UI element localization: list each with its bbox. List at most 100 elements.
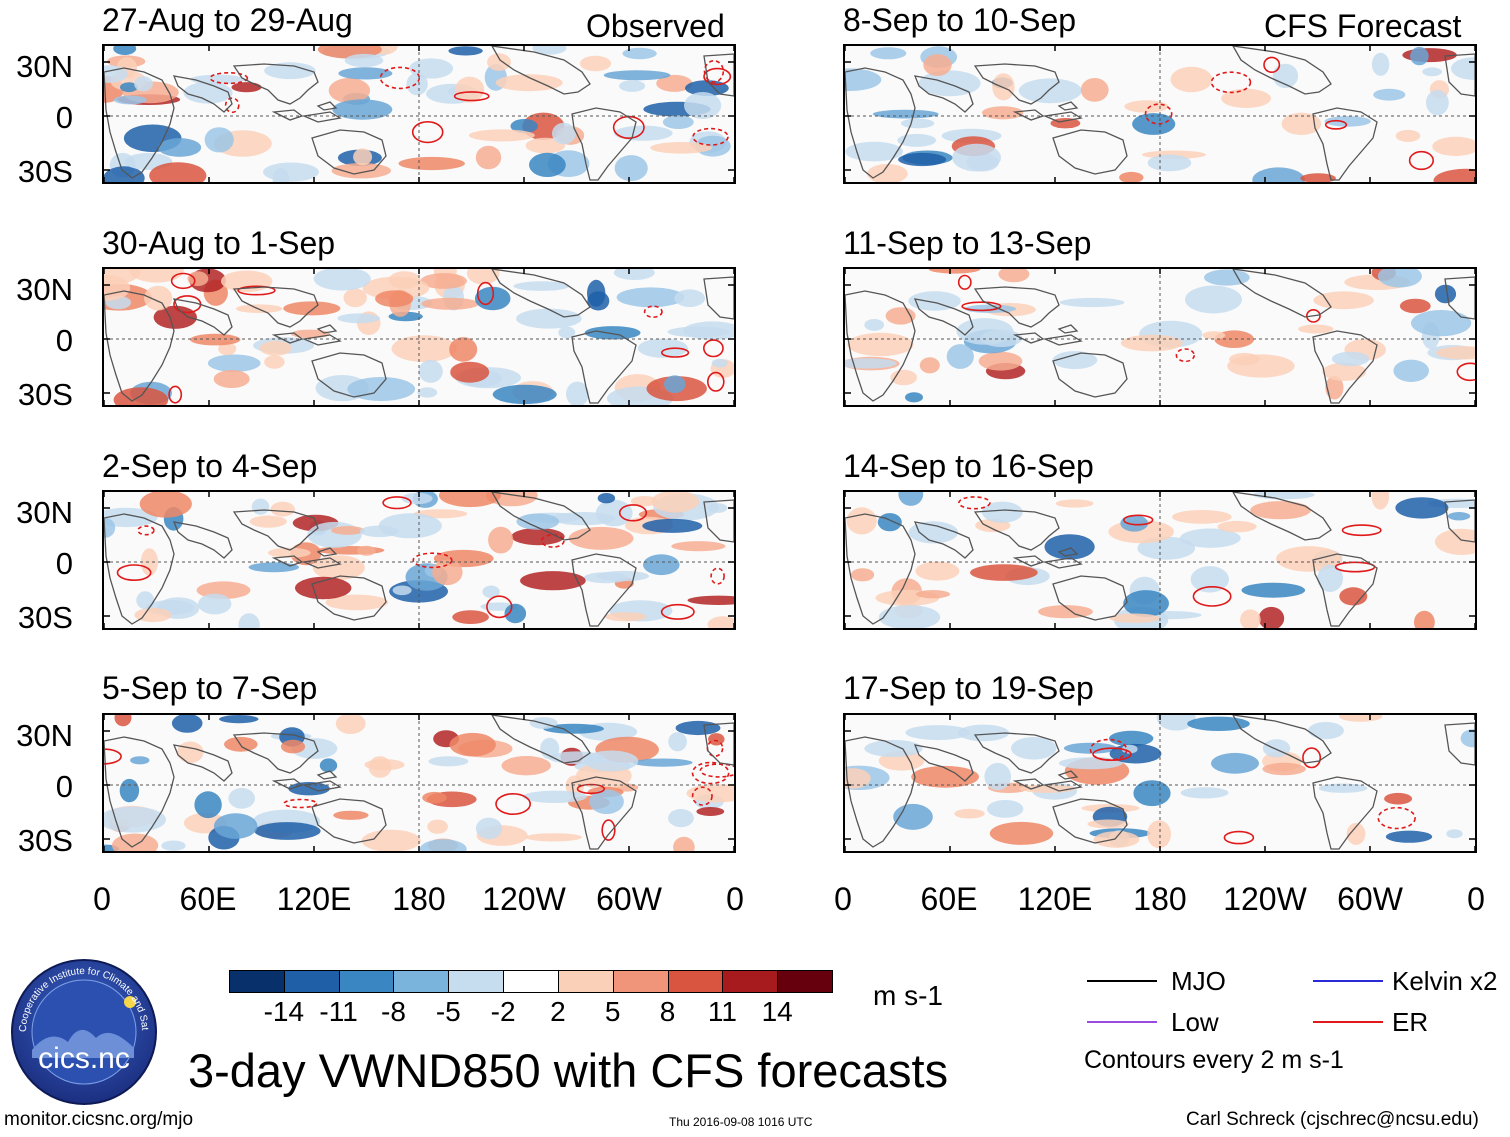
er-contour (703, 59, 725, 83)
anomaly-blob (1050, 118, 1081, 129)
website-link[interactable]: monitor.cicsnc.org/mjo (4, 1109, 194, 1130)
anomaly-blob (686, 784, 734, 803)
anomaly-blob (325, 594, 389, 611)
er-contour (1175, 348, 1195, 363)
coastline (1232, 492, 1332, 541)
observed-label: Observed (586, 8, 725, 44)
er-contour (116, 564, 152, 581)
anomaly-blob (867, 164, 908, 182)
anomaly-blob (1414, 610, 1435, 628)
anomaly-blob (1371, 52, 1390, 76)
anomaly-blob (613, 269, 655, 280)
coastline (1052, 129, 1128, 175)
lon-label-180: 180 (1133, 881, 1187, 917)
anomaly-blob (616, 287, 685, 308)
anomaly-blob (1120, 334, 1183, 352)
anomaly-blob (1124, 100, 1169, 113)
anomaly-blob (1395, 129, 1421, 142)
anomaly-blob (259, 340, 292, 356)
anomaly-blob (928, 269, 981, 274)
anomaly-blob (845, 358, 897, 369)
colorbar-swatch (667, 970, 724, 993)
lon-label-120e: 120E (276, 881, 352, 917)
coastline (1444, 276, 1475, 320)
colorbar-swatch (722, 970, 779, 993)
lon-label-60e: 60E (179, 881, 237, 917)
anomaly-blob (978, 351, 1023, 371)
lon-label-120w: 120W (1223, 881, 1307, 917)
anomaly-blob (650, 142, 712, 154)
coastline (491, 46, 591, 95)
anomaly-blob (687, 595, 734, 605)
lon-label-60e: 60E (920, 881, 978, 917)
anomaly-blob (851, 568, 875, 582)
anomaly-blob (406, 72, 428, 96)
panel-title-observed-1: 27-Aug to 29-Aug (102, 2, 353, 38)
anomaly-blob (254, 822, 321, 840)
anomaly-blob (1093, 831, 1140, 848)
anomaly-blob (1011, 737, 1057, 760)
lat-label-30s: 30S (17, 377, 73, 412)
anomaly-blob (957, 724, 1010, 742)
anomaly-blob (1339, 715, 1383, 722)
anomaly-blob (1132, 113, 1176, 135)
anomaly-blob (1044, 534, 1095, 560)
coastline (973, 509, 1060, 551)
anomaly-blob (667, 326, 730, 338)
anomaly-blob (1120, 515, 1149, 532)
anomaly-blob (136, 591, 155, 610)
anomaly-blob (1325, 375, 1344, 400)
lat-label-eq: 0 (55, 546, 73, 581)
anomaly-blob (671, 541, 726, 552)
anomaly-blob (707, 616, 734, 628)
contour-note: Contours every 2 m s-1 (1084, 1046, 1344, 1074)
anomaly-blob (391, 335, 457, 362)
anomaly-blob (264, 62, 316, 80)
lat-label-30n: 30N (16, 49, 73, 84)
er-contour (453, 91, 490, 102)
anomaly-blob (525, 833, 582, 842)
coastline (913, 298, 974, 336)
er-contour (1334, 561, 1376, 573)
coastline (703, 276, 734, 320)
colorbar-units: m s-1 (873, 980, 943, 1011)
coastline (1232, 269, 1332, 318)
anomaly-blob (566, 381, 589, 405)
anomaly-blob (1422, 67, 1442, 77)
colorbar-swatch (283, 970, 340, 993)
map-field (104, 492, 734, 628)
anomaly-blob (946, 344, 974, 369)
anomaly-blob (708, 733, 725, 746)
anomaly-blob (1202, 331, 1226, 340)
er-contour (691, 786, 713, 806)
anomaly-blob (998, 269, 1030, 283)
anomaly-blob (900, 118, 935, 129)
anomaly-blob (1227, 354, 1295, 378)
map-panel-observed-2 (102, 267, 736, 407)
anomaly-blob (501, 756, 551, 776)
anomaly-blob (419, 839, 467, 851)
anomaly-blob (642, 518, 703, 533)
anomaly-blob (656, 74, 693, 92)
anomaly-blob (1384, 792, 1413, 805)
anomaly-blob (270, 501, 295, 517)
lat-label-30n: 30N (16, 495, 73, 530)
er-contour (237, 285, 276, 296)
coastline (1444, 722, 1475, 766)
anomaly-blob (1447, 512, 1471, 521)
coastline (1052, 352, 1128, 398)
anomaly-blob (144, 285, 173, 311)
anomaly-blob (684, 92, 722, 119)
coastline (913, 744, 974, 782)
anomaly-blob (448, 46, 483, 56)
anomaly-blob (1063, 742, 1118, 754)
anomaly-blob (970, 564, 1038, 581)
anomaly-blob (1432, 136, 1475, 156)
anomaly-blob (589, 789, 624, 814)
anomaly-blob (1211, 752, 1259, 774)
anomaly-blob (905, 392, 923, 403)
anomaly-blob (614, 125, 673, 141)
anomaly-blob (877, 513, 902, 532)
anomaly-blob (604, 612, 647, 622)
coastline (1012, 324, 1083, 346)
